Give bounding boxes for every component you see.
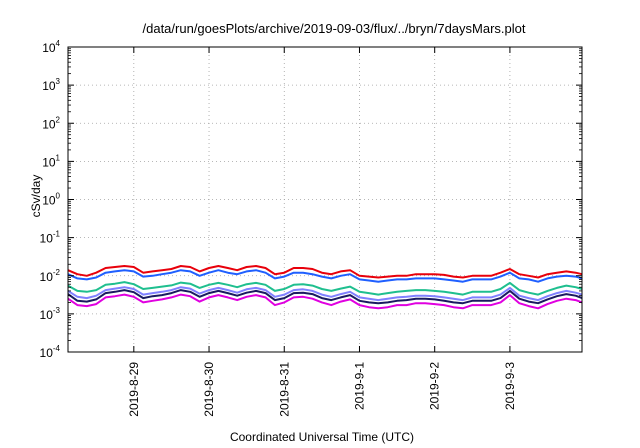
y-tick-label: 104 (42, 39, 60, 55)
y-axis: 10-4 10-3 10-2 10-1 100 101 102 103 104 (40, 39, 582, 360)
x-tick-label: 2019-8-31 (277, 362, 291, 417)
series-line-4 (67, 286, 583, 302)
series-line-2 (67, 269, 583, 283)
series-line-6 (67, 293, 583, 310)
series-line-5 (67, 289, 583, 305)
grid-lines (68, 47, 582, 352)
x-tick-label: 2019-9-3 (503, 362, 517, 410)
x-tick-label: 2019-9-1 (352, 362, 366, 410)
y-tick-label: 10-1 (40, 230, 61, 246)
y-tick-label: 101 (42, 153, 60, 169)
y-tick-label: 10-2 (40, 268, 61, 284)
y-tick-label: 102 (42, 115, 60, 131)
chart-title: /data/run/goesPlots/archive/2019-09-03/f… (143, 21, 526, 36)
y-tick-label: 10-4 (40, 344, 61, 360)
x-axis: 2019-8-29 2019-8-30 2019-8-31 2019-9-1 2019-… (127, 47, 517, 417)
x-tick-label: 2019-8-30 (202, 362, 216, 417)
x-axis-label: Coordinated Universal Time (UTC) (230, 430, 414, 444)
series-layer (67, 265, 583, 310)
y-tick-label: 100 (42, 192, 60, 208)
series-line-1 (67, 265, 583, 279)
series-line-3 (67, 281, 583, 296)
y-tick-label: 103 (42, 77, 60, 93)
x-tick-label: 2019-8-29 (127, 362, 141, 417)
y-tick-label: 10-3 (40, 306, 61, 322)
y-axis-label: cSv/day (29, 175, 43, 218)
x-tick-label: 2019-9-2 (428, 362, 442, 410)
